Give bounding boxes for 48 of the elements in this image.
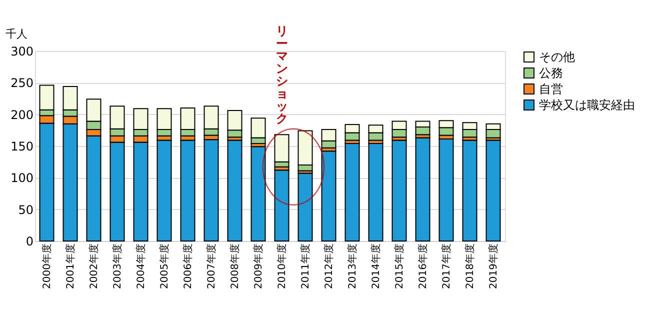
y-tick-label: 150 [10, 140, 34, 154]
x-tick-label: 2000年度 [40, 244, 53, 289]
x-tick-label: 2005年度 [158, 244, 170, 289]
bar [486, 140, 501, 242]
x-tick-label: 2002年度 [88, 244, 100, 289]
x-tick-label: 2013年度 [346, 244, 358, 289]
x-tick-label: 2009年度 [252, 244, 264, 289]
bar [180, 140, 196, 242]
legend-label: 自営 [539, 82, 563, 96]
y-tick-label: 100 [10, 171, 34, 186]
x-tick-label: 2017年度 [440, 244, 452, 289]
x-tick-label: 2011年度 [299, 244, 312, 289]
bar [250, 146, 266, 242]
y-tick-label: 250 [10, 76, 34, 90]
x-tick-label: 2015年度 [393, 244, 406, 289]
y-tick-label: 50 [18, 202, 34, 217]
x-tick-label: 2004年度 [134, 244, 147, 289]
y-axis-title: 千人 [6, 28, 28, 40]
bar [438, 138, 454, 242]
bar [274, 170, 290, 242]
x-tick-label: 2019年度 [487, 244, 500, 289]
bar [156, 140, 172, 242]
x-tick-label: 2016年度 [416, 244, 429, 289]
x-tick-label: 2014年度 [370, 244, 382, 289]
legend-label: 公務 [539, 66, 563, 80]
x-tick-label: 2001年度 [64, 244, 76, 289]
x-tick-label: 2003年度 [111, 244, 124, 289]
x-tick-label: 2012年度 [322, 244, 335, 289]
y-tick-label: 200 [10, 108, 34, 122]
bar [204, 139, 219, 242]
bar [227, 140, 242, 242]
x-tick-label: 2006年度 [182, 244, 194, 289]
legend-label: その他 [539, 50, 575, 64]
bar [415, 137, 430, 242]
bar [462, 140, 478, 242]
annotation: リーマンショック [276, 24, 288, 126]
bar [321, 150, 336, 242]
x-tick-label: 2010年度 [276, 244, 288, 289]
x-tick-label: 2007年度 [205, 244, 218, 289]
x-tick-label: 2018年度 [464, 244, 476, 289]
y-tick-label: 300 [10, 44, 34, 58]
bar [392, 140, 407, 242]
y-tick-label: 0 [26, 234, 34, 248]
bar [344, 142, 360, 242]
bar [368, 142, 384, 242]
legend-label: 学校又は職安経由 [539, 98, 635, 112]
bar [298, 172, 313, 242]
x-tick-label: 2008年度 [228, 244, 241, 289]
